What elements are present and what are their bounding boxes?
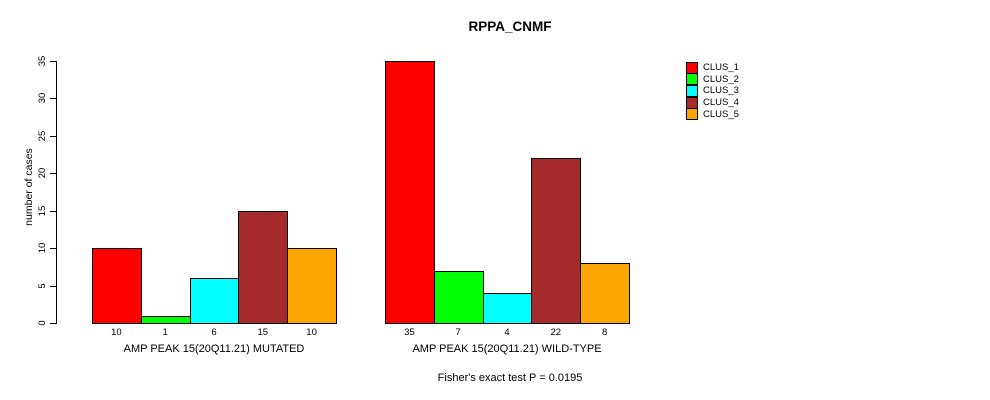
legend-swatch-CLUS_4: [686, 96, 698, 109]
legend-label: CLUS_2: [703, 73, 739, 85]
y-tick-label: 30: [37, 92, 48, 104]
y-tick-label: 0: [37, 320, 48, 326]
bar-CLUS_3: [189, 278, 240, 324]
bar-value-label: 10: [306, 327, 317, 338]
legend-item: CLUS_3: [686, 84, 739, 97]
bar-CLUS_5: [287, 248, 337, 324]
y-tick-label: 25: [37, 130, 48, 141]
y-tick-mark: [50, 98, 56, 99]
y-tick-mark: [50, 210, 56, 212]
y-axis-line: [56, 60, 57, 324]
chart-title: RPPA_CNMF: [468, 19, 552, 34]
y-tick-label: 35: [37, 55, 48, 66]
bar-value-label: 35: [404, 327, 415, 338]
legend-swatch-CLUS_3: [686, 84, 698, 97]
group-label: AMP PEAK 15(20Q11.21) WILD-TYPE: [412, 343, 602, 355]
fisher-test-annotation: Fisher's exact test P = 0.0195: [437, 372, 583, 384]
bar-value-label: 7: [455, 327, 461, 338]
legend-item: CLUS_2: [686, 73, 739, 86]
legend-label: CLUS_5: [703, 108, 739, 120]
y-tick-label: 5: [37, 282, 48, 289]
y-tick-label: 10: [37, 242, 48, 254]
bar-CLUS_5: [580, 263, 630, 324]
legend-item: CLUS_5: [686, 108, 739, 121]
bar-CLUS_3: [482, 293, 533, 324]
bar-CLUS_2: [433, 270, 484, 324]
y-tick-mark: [50, 323, 56, 324]
y-tick-mark: [50, 173, 56, 174]
bar-value-label: 1: [162, 327, 168, 338]
legend-swatch-CLUS_5: [686, 108, 698, 121]
bar-CLUS_2: [140, 315, 191, 324]
y-tick-mark: [50, 285, 56, 287]
bar-CLUS_1: [385, 60, 435, 324]
y-tick-label: 15: [37, 205, 48, 216]
legend-label: CLUS_1: [703, 62, 739, 74]
y-tick-mark: [50, 248, 56, 249]
bar-CLUS_4: [238, 210, 289, 324]
legend-swatch-CLUS_1: [686, 61, 698, 74]
bar-value-label: 10: [111, 327, 122, 338]
bar-value-label: 6: [211, 327, 217, 338]
bar-value-label: 22: [550, 327, 562, 338]
bar-CLUS_4: [531, 158, 582, 324]
bar-value-label: 4: [504, 327, 510, 338]
legend-label: CLUS_4: [703, 97, 739, 109]
legend-swatch-CLUS_2: [686, 73, 698, 86]
bar-CLUS_1: [92, 248, 142, 324]
bar-value-label: 15: [257, 327, 269, 338]
legend-label: CLUS_3: [703, 85, 739, 97]
legend-item: CLUS_1: [686, 61, 739, 74]
legend: CLUS_1 CLUS_2 CLUS_3 CLUS_4 CLUS_5: [686, 61, 739, 121]
group-label: AMP PEAK 15(20Q11.21) MUTATED: [123, 343, 305, 355]
y-tick-mark: [50, 60, 56, 62]
bar-value-label: 8: [601, 327, 608, 338]
y-tick-mark: [50, 135, 56, 137]
legend-item: CLUS_4: [686, 96, 739, 109]
y-tick-label: 20: [37, 167, 48, 179]
